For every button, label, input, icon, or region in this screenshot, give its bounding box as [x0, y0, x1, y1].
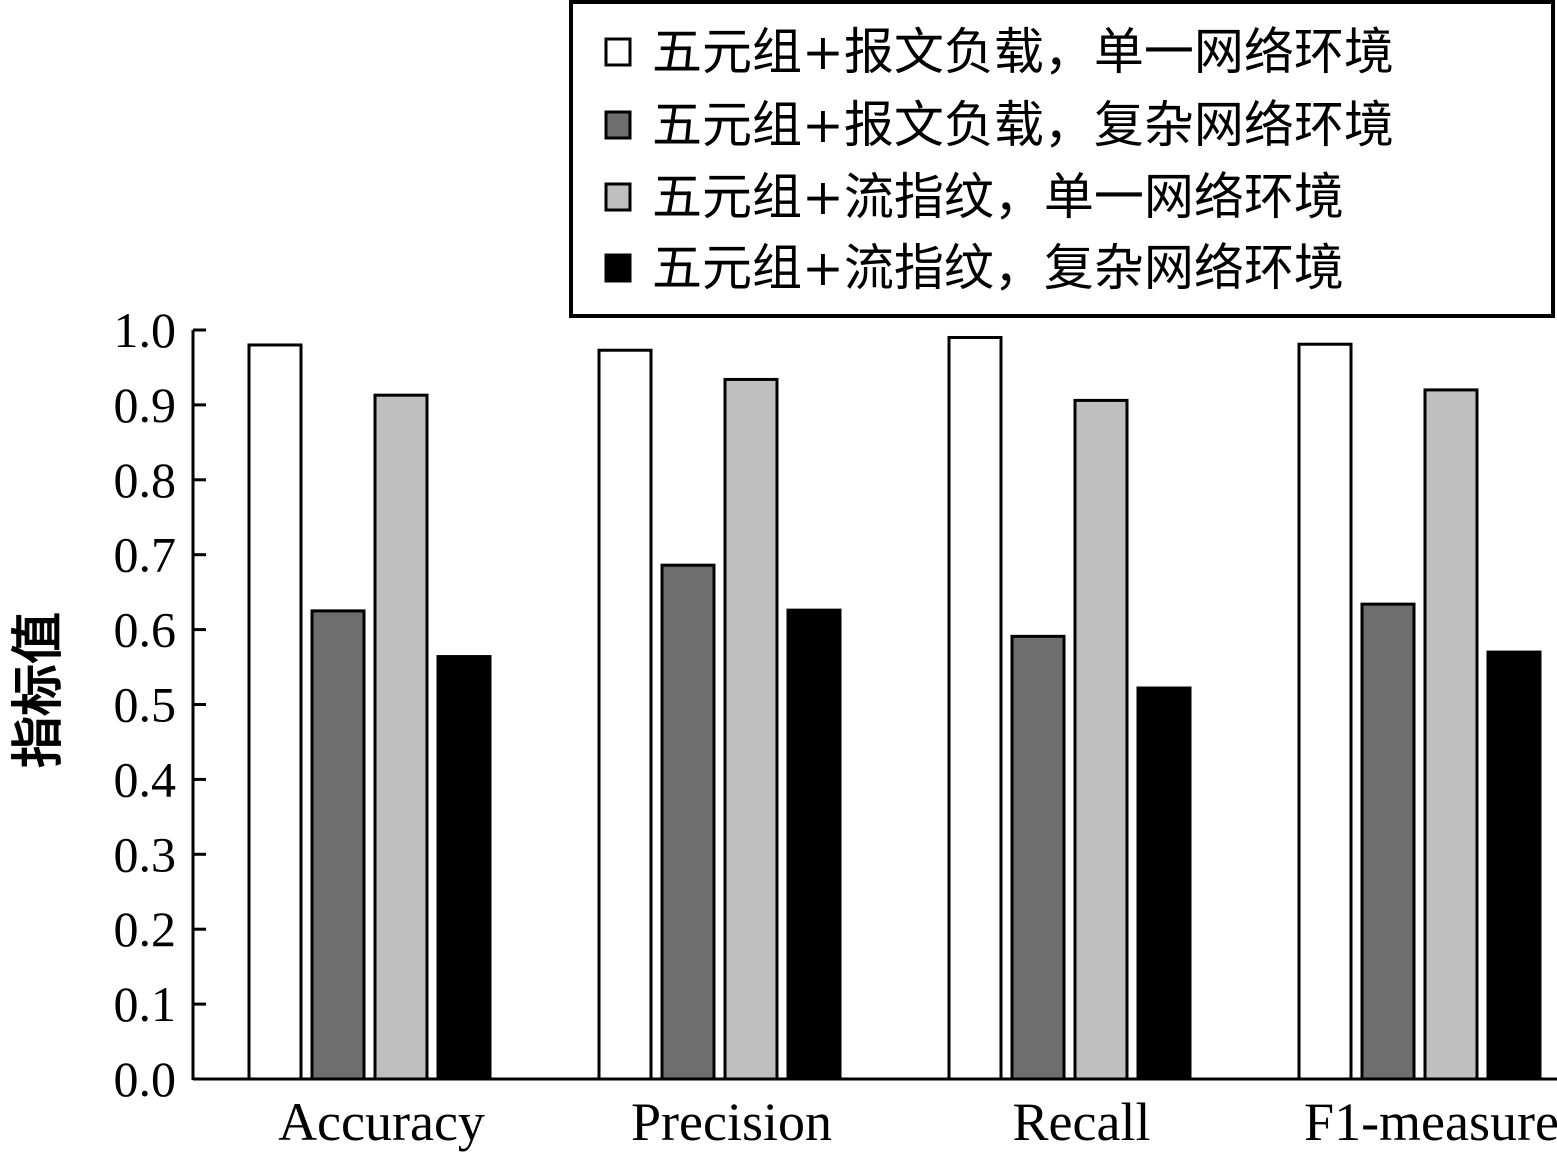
bar-f1-measure-series-2	[1360, 602, 1416, 1081]
bar-precision-series-3	[723, 377, 779, 1081]
legend-swatch	[604, 253, 632, 283]
legend-label: 五元组+流指纹，单一网络环境	[652, 168, 1344, 226]
y-tick-label: 1.0	[114, 302, 177, 358]
y-tick-label: 0.4	[114, 751, 177, 807]
y-tick-label: 0.7	[114, 527, 177, 583]
bars	[247, 335, 1542, 1081]
bar-accuracy-series-2	[310, 609, 366, 1081]
y-tick-label: 0.9	[114, 377, 177, 433]
bar-f1-measure-series-1	[1297, 342, 1353, 1081]
y-tick-label: 0.3	[114, 826, 177, 882]
bar-recall-series-1	[947, 335, 1003, 1081]
category-label: Accuracy	[278, 1092, 485, 1152]
legend-swatch	[604, 37, 632, 67]
y-tick-label: 0.5	[114, 677, 177, 733]
y-ticks: 0.0 0.1 0.2 0.3 0.4 0.5 0.6 0.7 0.8 0.9 1.0	[114, 302, 206, 1107]
bar-recall-series-2	[1010, 634, 1066, 1081]
category-label: Recall	[1013, 1092, 1151, 1152]
bar-precision-series-2	[660, 563, 716, 1081]
y-axis-label: 指标值	[9, 612, 69, 768]
legend-swatch	[604, 110, 632, 140]
bar-recall-series-3	[1073, 398, 1129, 1081]
bar-accuracy-series-4	[436, 655, 492, 1081]
category-label: Precision	[631, 1092, 832, 1152]
legend-box	[569, 0, 1555, 318]
legend: 五元组+报文负载，单一网络环境五元组+报文负载，复杂网络环境五元组+流指纹，单一…	[569, 0, 1555, 318]
legend-label: 五元组+报文负载，复杂网络环境	[652, 96, 1394, 154]
bar-accuracy-series-3	[373, 393, 429, 1081]
bar-precision-series-1	[597, 348, 653, 1081]
category-labels: Accuracy Precision Recall F1-measure	[278, 1092, 1557, 1152]
y-tick-label: 0.8	[114, 452, 177, 508]
bar-f1-measure-series-4	[1486, 650, 1542, 1081]
y-tick-label: 0.6	[114, 602, 177, 658]
category-label: F1-measure	[1304, 1092, 1557, 1152]
bar-precision-series-4	[786, 608, 842, 1081]
legend-swatch	[604, 182, 632, 212]
legend-label: 五元组+流指纹，复杂网络环境	[652, 239, 1344, 297]
bar-recall-series-4	[1136, 686, 1192, 1081]
y-tick-label: 0.2	[114, 901, 177, 957]
y-tick-label: 0.0	[114, 1051, 177, 1107]
bar-f1-measure-series-3	[1423, 388, 1479, 1081]
y-tick-label: 0.1	[114, 976, 177, 1032]
legend-label: 五元组+报文负载，单一网络环境	[652, 23, 1394, 81]
bar-accuracy-series-1	[247, 343, 303, 1081]
